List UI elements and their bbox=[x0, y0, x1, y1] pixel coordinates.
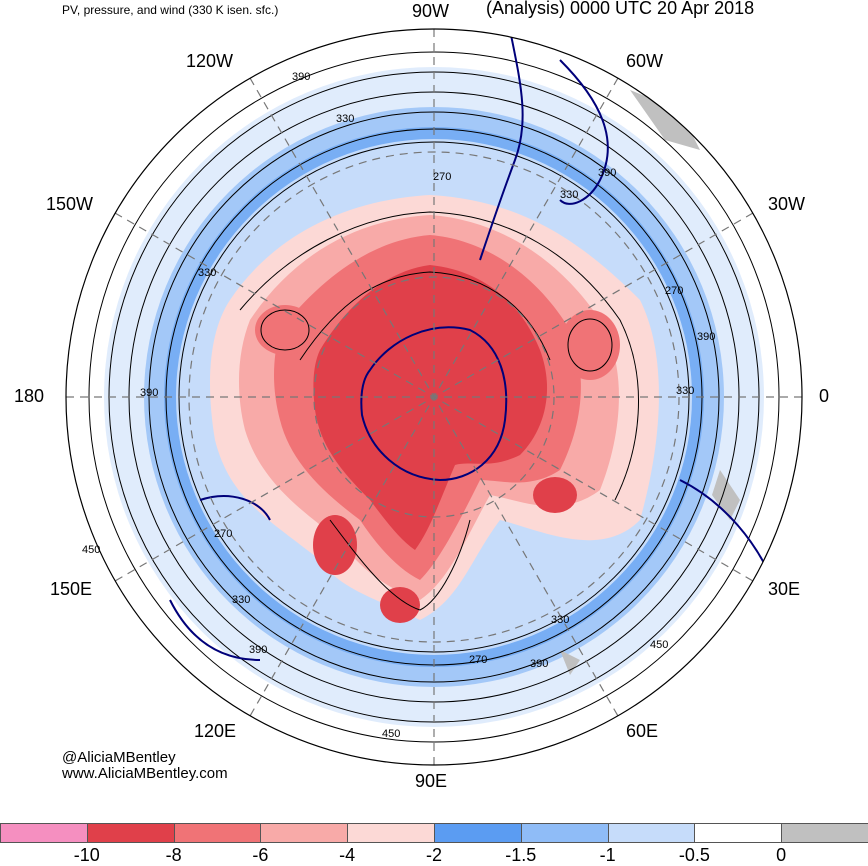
lon-label-60w: 60W bbox=[626, 51, 664, 71]
colorbar-segment bbox=[0, 823, 88, 843]
colorbar-segment bbox=[781, 823, 868, 843]
colorbar-tick-label: -2 bbox=[425, 845, 443, 865]
colorbar bbox=[0, 823, 868, 843]
graticule bbox=[66, 29, 802, 765]
contour-label: 270 bbox=[214, 528, 232, 540]
colorbar-segment bbox=[86, 823, 175, 843]
lon-label-0: 0 bbox=[819, 386, 830, 406]
contour-labels: 390 330 270 390 330 270 390 330 390 330 … bbox=[82, 71, 715, 740]
map-boundary bbox=[65, 28, 803, 766]
contour-label: 390 bbox=[249, 644, 267, 656]
colorbar-tick-label: -1 bbox=[599, 845, 616, 865]
lon-label-150e: 150E bbox=[50, 579, 93, 599]
colorbar-tick-label: -1.5 bbox=[505, 845, 537, 865]
contour-label: 390 bbox=[598, 167, 616, 179]
contour-label: 390 bbox=[292, 71, 310, 83]
colorbar-tick-label: -8 bbox=[165, 845, 182, 865]
colorbar-segment bbox=[260, 823, 349, 843]
colorbar-tick-label: -6 bbox=[252, 845, 269, 865]
contour-label: 390 bbox=[140, 387, 158, 399]
contour-label: 330 bbox=[560, 189, 578, 201]
credit-block: @AliciaMBentley www.AliciaMBentley.com bbox=[62, 750, 228, 782]
contour-label: 330 bbox=[551, 614, 569, 626]
map-subtitle: PV, pressure, and wind (330 K isen. sfc.… bbox=[62, 3, 279, 17]
lon-label-150w: 150W bbox=[46, 194, 94, 214]
contour-label: 450 bbox=[82, 544, 100, 556]
colorbar-segment bbox=[347, 823, 435, 843]
contour-label: 390 bbox=[530, 658, 548, 670]
map-title: (Analysis) 0000 UTC 20 Apr 2018 bbox=[486, 0, 755, 18]
contour-label: 270 bbox=[469, 654, 487, 666]
contour-label: 330 bbox=[232, 594, 250, 606]
contour-label: 330 bbox=[198, 267, 216, 279]
lon-label-180: 180 bbox=[14, 386, 45, 406]
lon-label-90w: 90W bbox=[412, 1, 450, 21]
colorbar-segment bbox=[433, 823, 522, 843]
contour-label: 330 bbox=[676, 385, 694, 397]
lon-label-30w: 30W bbox=[768, 194, 806, 214]
colorbar-segment bbox=[607, 823, 696, 843]
lon-label-60e: 60E bbox=[626, 721, 659, 741]
lon-label-30e: 30E bbox=[768, 579, 801, 599]
colorbar-tick-label: -4 bbox=[339, 845, 356, 865]
contour-label: 330 bbox=[336, 113, 354, 125]
colorbar-tick-label: 0 bbox=[776, 845, 787, 865]
credit-url: www.AliciaMBentley.com bbox=[62, 765, 228, 782]
colorbar-segment bbox=[694, 823, 783, 843]
contour-label: 270 bbox=[665, 285, 683, 297]
contour-label: 270 bbox=[433, 171, 451, 183]
contour-label: 450 bbox=[382, 728, 400, 740]
lon-label-120e: 120E bbox=[194, 721, 237, 741]
contour-label: 450 bbox=[650, 639, 668, 651]
colorbar-segment bbox=[173, 823, 262, 843]
colorbar-tick-label: -0.5 bbox=[678, 845, 710, 865]
contour-label: 390 bbox=[697, 331, 715, 343]
lon-label-90e: 90E bbox=[415, 771, 448, 791]
lon-label-120w: 120W bbox=[186, 51, 234, 71]
credit-handle: @AliciaMBentley bbox=[62, 749, 176, 766]
colorbar-tick-label: -10 bbox=[73, 845, 100, 865]
colorbar-segment bbox=[520, 823, 609, 843]
